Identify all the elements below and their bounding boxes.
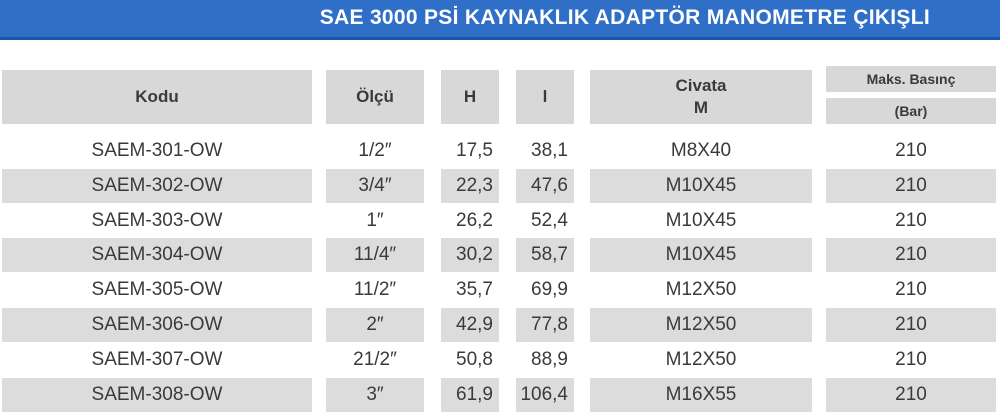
cell-h: 35,7 [456, 279, 493, 301]
cell-civata: M10X45 [665, 209, 737, 231]
cell-kodu: SAEM-301-OW [91, 140, 223, 161]
table-row: SAEM-301-OW 1/2″ 17,5 38,1 M8X40 210 [0, 134, 1000, 168]
cell-kodu: SAEM-303-OW [91, 209, 223, 231]
cell-h: 50,8 [456, 348, 493, 370]
cell-olcu: 11/2″ [353, 279, 397, 301]
cell-l: 38,1 [531, 140, 568, 161]
cell-basinc: 210 [895, 140, 927, 161]
cell-l: 47,6 [516, 168, 574, 203]
header-civata: Civata M [590, 70, 812, 124]
cell-olcu: 21/2″ [353, 348, 397, 370]
cell-civata: M12X50 [665, 348, 737, 370]
cell-l: 58,7 [516, 238, 574, 273]
header-bar-label: (Bar) [894, 103, 928, 119]
cell-olcu: 3″ [326, 377, 424, 412]
cell-basinc: 210 [826, 377, 996, 412]
header-civata-label: Civata [675, 76, 727, 95]
cell-kodu: SAEM-304-OW [2, 238, 312, 273]
header-kodu-label: Kodu [135, 87, 179, 106]
header-civata-unit: M [693, 98, 709, 117]
cell-kodu: SAEM-302-OW [2, 168, 312, 203]
cell-l: 69,9 [531, 279, 568, 301]
header-l-label: l [542, 87, 548, 106]
header-l: l [516, 70, 574, 124]
cell-basinc: 210 [826, 238, 996, 273]
cell-h: 30,2 [441, 238, 499, 273]
table-row: SAEM-302-OW 3/4″ 22,3 47,6 M10X45 210 [0, 168, 1000, 203]
header-maks-basinc: Maks. Basınç [826, 66, 996, 92]
header-h-label: H [463, 87, 477, 106]
cell-civata: M16X55 [590, 377, 812, 412]
cell-civata: M10X45 [590, 238, 812, 273]
cell-basinc: 210 [895, 209, 927, 231]
cell-basinc: 210 [826, 308, 996, 342]
header-olcu-label: Ölçü [356, 87, 394, 106]
cell-h: 17,5 [456, 140, 493, 161]
cell-olcu: 2″ [326, 308, 424, 342]
cell-olcu: 11/4″ [326, 238, 424, 273]
cell-basinc: 210 [826, 168, 996, 203]
cell-kodu: SAEM-305-OW [91, 279, 223, 301]
header-kodu: Kodu [2, 70, 312, 124]
cell-kodu: SAEM-308-OW [2, 377, 312, 412]
cell-civata: M10X45 [590, 168, 812, 203]
cell-l: 77,8 [516, 308, 574, 342]
cell-h: 42,9 [441, 308, 499, 342]
cell-olcu: 3/4″ [326, 168, 424, 203]
cell-h: 26,2 [456, 209, 493, 231]
title-bar: SAE 3000 PSİ KAYNAKLIK ADAPTÖR MANOMETRE… [0, 0, 1000, 40]
table-row: SAEM-303-OW 1″ 26,2 52,4 M10X45 210 [0, 204, 1000, 238]
table-row: SAEM-307-OW 21/2″ 50,8 88,9 M12X50 210 [0, 343, 1000, 377]
table-row: SAEM-306-OW 2″ 42,9 77,8 M12X50 210 [0, 308, 1000, 342]
cell-basinc: 210 [895, 348, 927, 370]
header-h: H [441, 70, 499, 124]
cell-civata: M12X50 [665, 279, 737, 301]
header-olcu: Ölçü [326, 70, 424, 124]
cell-civata: M12X50 [590, 308, 812, 342]
cell-l: 106,4 [516, 377, 574, 412]
table-row: SAEM-305-OW 11/2″ 35,7 69,9 M12X50 210 [0, 273, 1000, 307]
table-row: SAEM-308-OW 3″ 61,9 106,4 M16X55 210 [0, 377, 1000, 412]
header-bar-unit: (Bar) [826, 98, 996, 124]
cell-civata: M8X40 [670, 140, 732, 161]
cell-olcu: 1″ [366, 209, 384, 231]
cell-basinc: 210 [895, 279, 927, 301]
header-maks-label: Maks. Basınç [866, 71, 956, 87]
cell-kodu: SAEM-307-OW [91, 348, 223, 370]
cell-l: 88,9 [531, 348, 568, 370]
cell-h: 22,3 [441, 168, 499, 203]
table-row: SAEM-304-OW 11/4″ 30,2 58,7 M10X45 210 [0, 238, 1000, 273]
cell-olcu: 1/2″ [358, 140, 392, 161]
cell-kodu: SAEM-306-OW [2, 308, 312, 342]
cell-l: 52,4 [531, 209, 568, 231]
page-title: SAE 3000 PSİ KAYNAKLIK ADAPTÖR MANOMETRE… [319, 6, 930, 29]
cell-h: 61,9 [441, 377, 499, 412]
